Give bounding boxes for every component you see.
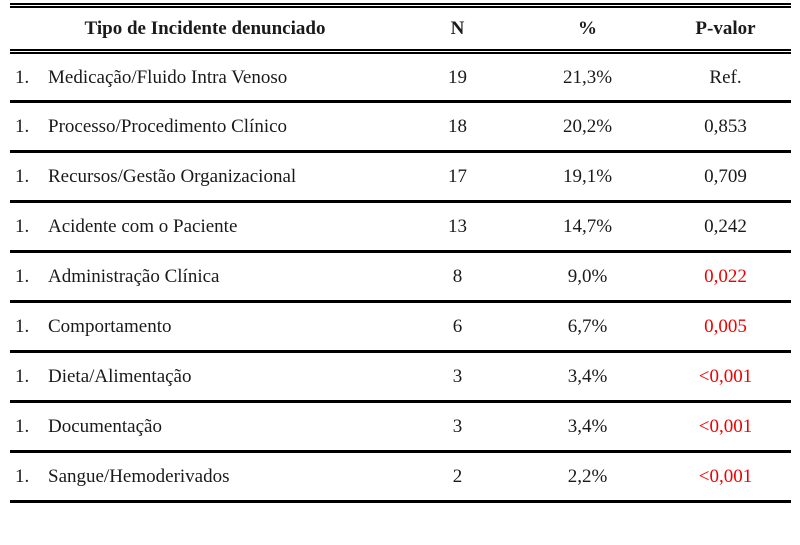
cell-percent: 20,2% [562,116,613,137]
table-row: 1. Documentação 3 3,4% <0,001 [10,402,791,452]
cell-percent: 21,3% [562,66,613,88]
cell-row-number: 1. [15,166,30,187]
cell-incident-type: Acidente com o Paciente [48,216,238,237]
table-row: 1. Sangue/Hemoderivados 2 2,2% <0,001 [10,452,791,502]
cell-incident-type: Comportamento [48,316,172,337]
cell-incident-type: Recursos/Gestão Organizacional [48,166,297,187]
cell-n: 17 [448,166,467,187]
cell-row-number: 1. [15,466,30,487]
cell-row-number: 1. [15,216,30,237]
cell-incident-type: Documentação [48,416,162,437]
cell-row-number: 1. [15,266,30,287]
cell-n: 8 [452,266,463,287]
table-row: 1. Comportamento 6 6,7% 0,005 [10,302,791,352]
cell-incident-type: Processo/Procedimento Clínico [48,116,288,137]
cell-percent: 14,7% [562,216,613,237]
cell-pvalue: 0,709 [704,166,747,187]
header-pvalue: P-valor [695,18,756,39]
cell-pvalue: <0,001 [698,366,753,387]
header-incident-type: Tipo de Incidente denunciado [84,18,326,39]
table-body: 1. Medicação/Fluido Intra Venoso 19 21,3… [10,52,791,502]
cell-pvalue: 0,022 [704,266,747,287]
cell-row-number: 1. [15,416,30,437]
cell-row-number: 1. [15,116,30,137]
cell-n: 6 [452,316,463,337]
cell-percent: 2,2% [567,466,608,487]
cell-pvalue: <0,001 [698,466,753,487]
cell-percent: 3,4% [567,366,608,387]
cell-n: 3 [452,366,463,387]
cell-percent: 6,7% [567,316,608,337]
table-row: 1. Acidente com o Paciente 13 14,7% 0,24… [10,202,791,252]
cell-pvalue: 0,242 [704,216,747,237]
cell-percent: 9,0% [567,266,608,287]
cell-n: 19 [448,66,467,88]
header-n: N [450,18,465,39]
cell-n: 13 [448,216,467,237]
cell-row-number: 1. [15,66,30,88]
cell-n: 2 [452,466,463,487]
table-row: 1. Medicação/Fluido Intra Venoso 19 21,3… [10,52,791,102]
table-row: 1. Administração Clínica 8 9,0% 0,022 [10,252,791,302]
cell-pvalue: <0,001 [698,416,753,437]
cell-incident-type: Sangue/Hemoderivados [48,466,230,487]
cell-incident-type: Administração Clínica [48,266,220,287]
document-page: Tipo de Incidente denunciado N % P-valor… [10,3,791,503]
cell-row-number: 1. [15,316,30,337]
table-row: 1. Processo/Procedimento Clínico 18 20,2… [10,102,791,152]
cell-n: 18 [448,116,467,137]
cell-percent: 19,1% [562,166,613,187]
cell-pvalue: Ref. [709,66,742,88]
table-row: 1. Recursos/Gestão Organizacional 17 19,… [10,152,791,202]
cell-incident-type: Dieta/Alimentação [48,366,192,387]
cell-incident-type: Medicação/Fluido Intra Venoso [48,66,288,88]
cell-pvalue: 0,005 [704,316,747,337]
header-row: Tipo de Incidente denunciado N % P-valor [10,6,791,52]
cell-percent: 3,4% [567,416,608,437]
cell-n: 3 [452,416,463,437]
table-row: 1. Dieta/Alimentação 3 3,4% <0,001 [10,352,791,402]
header-percent: % [578,18,597,39]
cell-row-number: 1. [15,366,30,387]
incident-table: Tipo de Incidente denunciado N % P-valor… [10,3,791,503]
cell-pvalue: 0,853 [704,116,747,137]
